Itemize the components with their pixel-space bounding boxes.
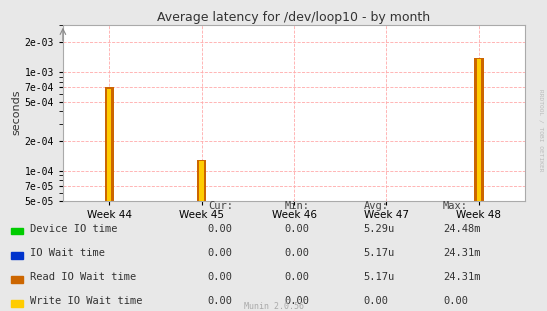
Text: 0.00: 0.00 (443, 296, 468, 306)
FancyBboxPatch shape (11, 276, 23, 283)
Text: 0.00: 0.00 (284, 224, 310, 234)
Text: 0.00: 0.00 (284, 272, 310, 282)
Text: Munin 2.0.56: Munin 2.0.56 (243, 302, 304, 311)
Text: 0.00: 0.00 (208, 272, 233, 282)
Text: Max:: Max: (443, 202, 468, 211)
Text: 0.00: 0.00 (208, 224, 233, 234)
Text: 5.29u: 5.29u (364, 224, 395, 234)
Text: 0.00: 0.00 (284, 248, 310, 258)
Text: Avg:: Avg: (364, 202, 389, 211)
Text: Write IO Wait time: Write IO Wait time (30, 296, 143, 306)
FancyBboxPatch shape (11, 252, 23, 259)
Text: 24.31m: 24.31m (443, 272, 481, 282)
Text: 24.48m: 24.48m (443, 224, 481, 234)
Title: Average latency for /dev/loop10 - by month: Average latency for /dev/loop10 - by mon… (158, 11, 430, 24)
Text: 24.31m: 24.31m (443, 248, 481, 258)
Y-axis label: seconds: seconds (11, 90, 22, 136)
Text: 0.00: 0.00 (208, 248, 233, 258)
Text: Read IO Wait time: Read IO Wait time (30, 272, 136, 282)
Text: RRDTOOL / TOBI OETIKER: RRDTOOL / TOBI OETIKER (538, 89, 543, 172)
Text: 0.00: 0.00 (208, 296, 233, 306)
Text: Cur:: Cur: (208, 202, 233, 211)
Text: 5.17u: 5.17u (364, 248, 395, 258)
Text: 0.00: 0.00 (364, 296, 389, 306)
Text: Min:: Min: (284, 202, 310, 211)
Text: 5.17u: 5.17u (364, 272, 395, 282)
Text: 0.00: 0.00 (284, 296, 310, 306)
FancyBboxPatch shape (11, 300, 23, 307)
Text: Device IO time: Device IO time (30, 224, 118, 234)
FancyBboxPatch shape (11, 228, 23, 234)
Text: IO Wait time: IO Wait time (30, 248, 105, 258)
